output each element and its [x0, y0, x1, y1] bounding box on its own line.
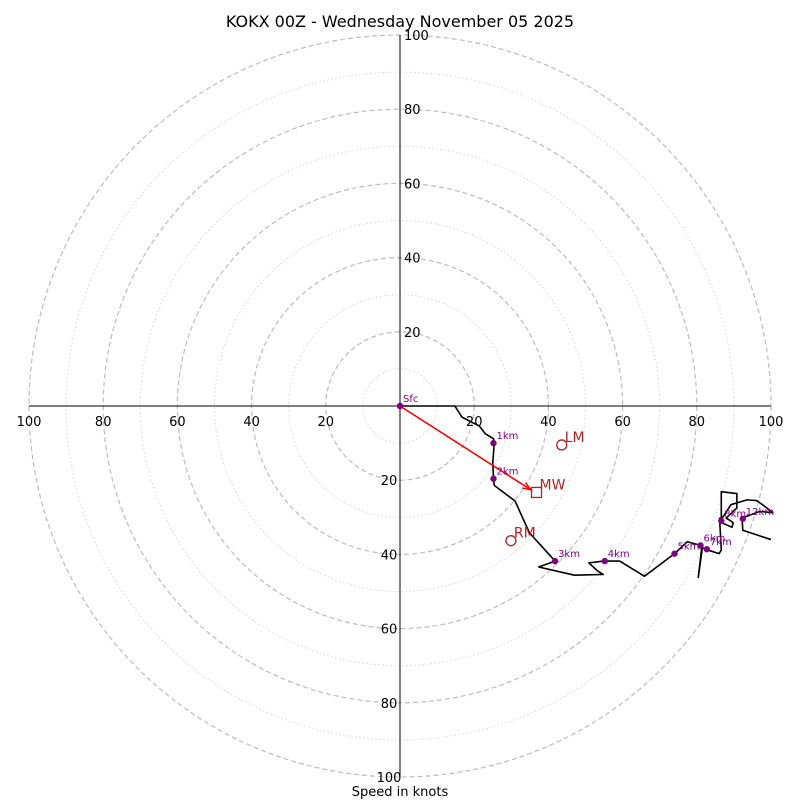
- height-label-5km: 5km: [678, 542, 700, 553]
- tick-label-top: 40: [404, 252, 421, 267]
- tick-label-left: 80: [95, 415, 112, 430]
- height-marker-4km: [601, 557, 608, 565]
- storm-motion-points: LM MW RM: [505, 430, 585, 547]
- height-marker-2km: [490, 475, 497, 482]
- tick-label-bottom: 100: [377, 771, 402, 786]
- storm-label-mw: MW: [540, 477, 566, 493]
- tick-label-bottom: 40: [381, 548, 398, 563]
- height-label-6km: 6km: [704, 533, 726, 544]
- tick-label-left: 40: [243, 415, 260, 430]
- tick-label-top: 20: [404, 326, 421, 341]
- hodograph-trace-group: [400, 405, 774, 579]
- height-marker-3km: [551, 557, 559, 565]
- tick-label-right: 100: [759, 415, 784, 430]
- storm-point-mw: [530, 486, 543, 499]
- height-label-1km: 1km: [496, 431, 518, 442]
- height-label-sfc: Sfc: [403, 394, 418, 405]
- height-label-7km: 7km: [710, 537, 732, 548]
- tick-label-top: 80: [404, 103, 421, 118]
- storm-label-lm: LM: [565, 430, 585, 446]
- height-marker-8km: [718, 517, 725, 525]
- tick-label-left: 20: [318, 415, 335, 430]
- tick-label-bottom: 80: [381, 697, 398, 712]
- height-label-12km: 12km: [746, 507, 774, 518]
- chart-title: KOKX 00Z - Wednesday November 05 2025: [226, 12, 574, 31]
- height-label-8km: 8km: [724, 509, 746, 520]
- tick-label-right: 80: [689, 415, 706, 430]
- storm-point-lm: [556, 439, 568, 451]
- mean-wind-arrow: [399, 405, 532, 491]
- tick-label-left: 60: [169, 415, 186, 430]
- height-label-2km: 2km: [496, 467, 518, 478]
- height-marker-sfc: [396, 402, 404, 410]
- storm-point-rm: [505, 535, 517, 547]
- tick-label-left: 100: [17, 415, 42, 430]
- tick-label-bottom: 20: [381, 474, 398, 489]
- hodograph-trace: [400, 405, 774, 579]
- x-axis-label: Speed in knots: [352, 785, 449, 800]
- tick-label-right: 40: [540, 415, 557, 430]
- height-label-4km: 4km: [608, 549, 630, 560]
- height-marker-5km: [671, 550, 678, 557]
- storm-label-rm: RM: [514, 526, 536, 542]
- height-label-3km: 3km: [558, 549, 580, 560]
- tick-label-right: 60: [614, 415, 631, 430]
- tick-label-bottom: 60: [381, 623, 398, 638]
- height-marker-1km: [490, 439, 497, 447]
- tick-label-top: 60: [404, 177, 421, 192]
- height-marker-6km: [697, 542, 704, 549]
- height-marker-12km: [739, 515, 747, 522]
- height-marker-7km: [703, 546, 711, 553]
- tick-label-top: 100: [404, 29, 429, 44]
